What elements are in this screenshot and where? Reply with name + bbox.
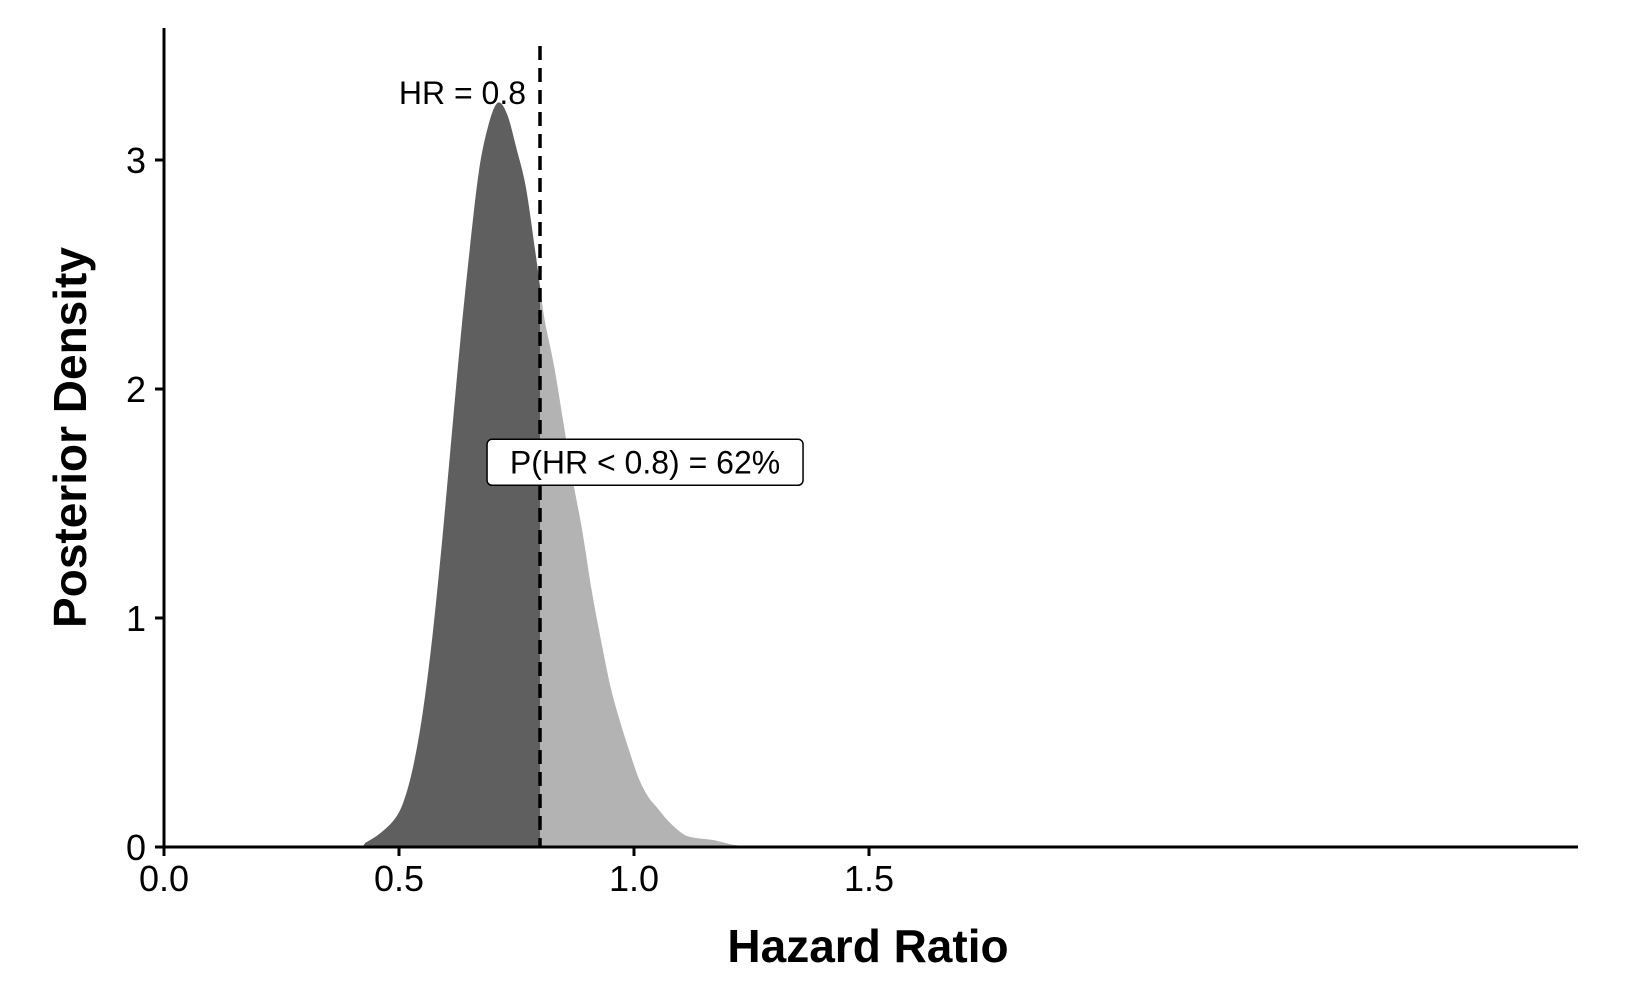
y-tick-label: 2: [126, 369, 146, 410]
y-tick-label: 0: [126, 827, 146, 868]
probability-label-box: [486, 438, 804, 487]
probability-label: P(HR < 0.8) = 62%: [510, 444, 780, 480]
x-tick-label: 0.0: [139, 858, 189, 899]
y-axis-title: Posterior Density: [44, 247, 96, 628]
x-tick-label: 1.0: [609, 858, 659, 899]
density-area-below-threshold: [305, 102, 540, 847]
x-axis-ticks: 0.0 0.5 1.0 1.5: [139, 847, 894, 899]
threshold-label: HR = 0.8: [399, 75, 526, 111]
probability-annotation: P(HR < 0.8) = 62%: [486, 438, 804, 487]
density-area-above-threshold: [540, 285, 775, 847]
y-tick-label: 1: [126, 598, 146, 639]
y-tick-label: 3: [126, 140, 146, 181]
y-axis-ticks: 0 1 2 3: [126, 140, 164, 868]
x-axis-title: Hazard Ratio: [727, 920, 1008, 972]
x-tick-label: 1.5: [844, 858, 894, 899]
x-tick-label: 0.5: [374, 858, 424, 899]
